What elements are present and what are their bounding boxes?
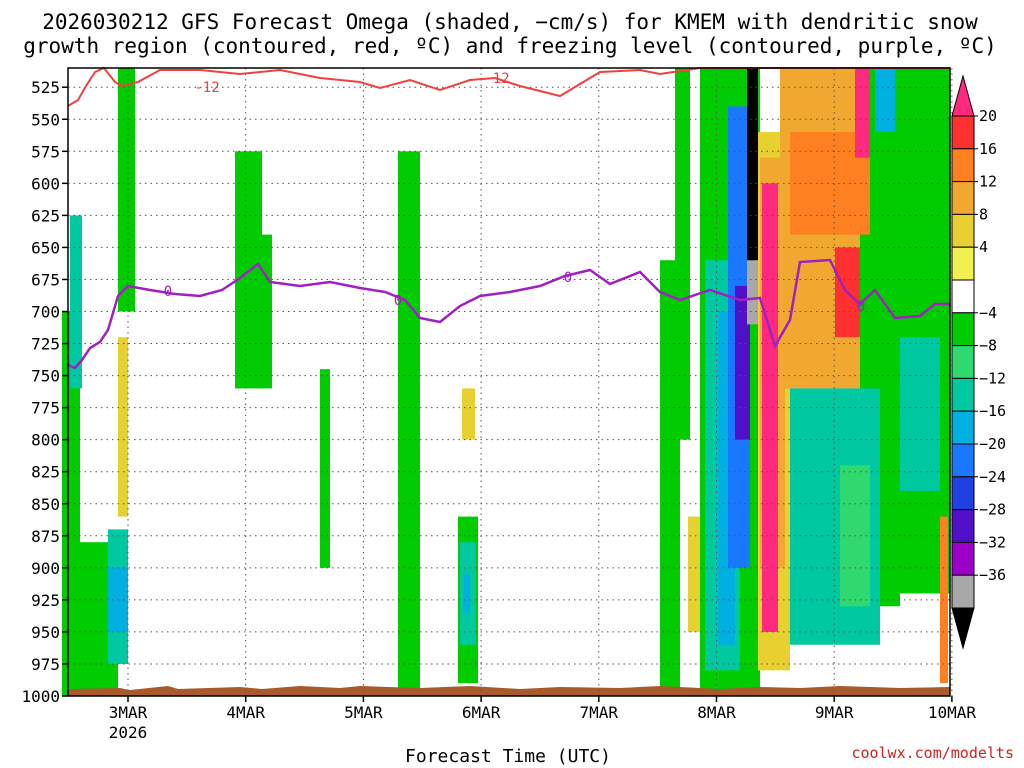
contour-label-minus12-a: -12 <box>194 80 219 96</box>
omega-region-22 <box>735 285 750 440</box>
colorbar-bottom-arrow <box>951 607 975 650</box>
omega-region-27 <box>762 183 778 632</box>
omega-region-13 <box>463 574 470 613</box>
colorbar-label-4: 4 <box>979 238 988 256</box>
x-tick-label-10MAR: 10MAR <box>928 703 977 722</box>
dendritic-growth-contour <box>67 66 950 107</box>
colorbar-label-1: 16 <box>979 140 997 158</box>
colorbar-swatch-9 <box>951 377 975 412</box>
colorbar-label-2: 12 <box>979 173 997 191</box>
colorbar-label-12: −32 <box>979 533 1006 551</box>
x-tick-label-9MAR: 9MAR <box>815 703 854 722</box>
y-tick-label-725: 725 <box>31 335 60 354</box>
y-tick-label-575: 575 <box>31 142 60 161</box>
x-axis-label: Forecast Time (UTC) <box>405 746 611 767</box>
y-tick-label-925: 925 <box>31 591 60 610</box>
y-tick-label-775: 775 <box>31 399 60 418</box>
contour-label-minus12-b: -12 <box>484 71 509 87</box>
colorbar-swatch-5 <box>951 246 975 281</box>
colorbar-swatch-1 <box>951 115 975 150</box>
omega-region-24 <box>747 260 758 325</box>
terrain-ground-band <box>68 686 950 696</box>
x-tick-sublabel-year: 2026 <box>109 723 148 742</box>
colorbar-swatch-2 <box>951 148 975 183</box>
colorbar-swatch-10 <box>951 410 975 445</box>
chart-title-line1: 2026030212 GFS Forecast Omega (shaded, −… <box>42 10 978 34</box>
colorbar-swatch-15 <box>951 574 975 609</box>
colorbar-swatch-11 <box>951 443 975 478</box>
y-tick-label-525: 525 <box>31 78 60 97</box>
y-tick-label-850: 850 <box>31 495 60 514</box>
contour-label-zero-c: 0 <box>564 270 572 286</box>
colorbar-top-arrow <box>951 74 975 117</box>
colorbar-label-9: −20 <box>979 435 1006 453</box>
colorbar-label-13: −36 <box>979 566 1006 584</box>
colorbar-swatch-4 <box>951 213 975 248</box>
credit-text: coolwx.com/modelts <box>851 744 1014 762</box>
x-tick-label-4MAR: 4MAR <box>226 703 265 722</box>
freezing-level-contour <box>67 258 950 370</box>
x-tick-label-3MAR: 3MAR <box>109 703 148 722</box>
omega-region-17 <box>688 516 702 632</box>
omega-region-3 <box>118 68 135 312</box>
colorbar-swatch-3 <box>951 181 975 215</box>
colorbar-swatch-12 <box>951 476 975 511</box>
y-axis: 525 550 575 600 625 650 675 700 725 750 775 800 825 8… <box>21 78 68 706</box>
contour-label-zero-a: 0 <box>164 284 172 300</box>
colorbar-swatch-6 <box>951 279 975 314</box>
colorbar-label-7: −12 <box>979 369 1006 387</box>
omega-region-23 <box>747 68 758 312</box>
colorbar-label-10: −24 <box>979 468 1006 486</box>
y-tick-label-550: 550 <box>31 110 60 129</box>
omega-region-4 <box>118 337 128 517</box>
y-tick-label-800: 800 <box>31 431 60 450</box>
y-tick-label-975: 975 <box>31 655 60 674</box>
colorbar-swatch-14 <box>951 541 975 576</box>
y-tick-label-675: 675 <box>31 270 60 289</box>
plot-frame <box>67 67 951 697</box>
y-tick-label-825: 825 <box>31 463 60 482</box>
chart-title-line2: growth region (contoured, red, ºC) and f… <box>23 34 997 58</box>
colorbar-label-3: 8 <box>979 205 988 223</box>
omega-region-37 <box>900 337 940 491</box>
colorbar-swatch-8 <box>951 345 975 379</box>
colorbar-legend: 20 16 12 8 4 −4 −8 −12 −16 −20 −24 −28 −32 −36 <box>951 74 1006 650</box>
omega-region-16 <box>675 68 690 440</box>
y-tick-label-650: 650 <box>31 238 60 257</box>
y-tick-label-875: 875 <box>31 527 60 546</box>
contour-label-zero-b: 0 <box>394 293 402 309</box>
y-tick-label-950: 950 <box>31 623 60 642</box>
y-tick-label-750: 750 <box>31 367 60 386</box>
omega-shading <box>62 68 950 696</box>
colorbar-label-6: −8 <box>979 337 997 355</box>
colorbar-label-11: −28 <box>979 501 1006 519</box>
omega-region-14 <box>462 388 475 440</box>
plot-area: -12 -12 0 0 0 0 <box>62 66 953 697</box>
y-tick-label-900: 900 <box>31 559 60 578</box>
omega-region-2 <box>70 215 82 389</box>
y-tick-label-625: 625 <box>31 206 60 225</box>
omega-region-38 <box>875 68 895 133</box>
omega-region-10 <box>398 151 420 696</box>
y-tick-label-600: 600 <box>31 174 60 193</box>
omega-region-9 <box>320 369 330 568</box>
contour-label-zero-d: 0 <box>857 299 865 315</box>
y-tick-label-1000: 1000 <box>21 687 60 706</box>
omega-region-8 <box>255 234 272 389</box>
colorbar-label-8: −16 <box>979 402 1006 420</box>
y-tick-label-700: 700 <box>31 303 60 322</box>
colorbar-label-5: −4 <box>979 304 997 322</box>
x-tick-label-8MAR: 8MAR <box>697 703 736 722</box>
colorbar-label-0: 20 <box>979 107 997 125</box>
colorbar-swatch-7 <box>951 312 975 347</box>
x-tick-label-5MAR: 5MAR <box>344 703 383 722</box>
colorbar-swatch-13 <box>951 509 975 543</box>
x-tick-label-7MAR: 7MAR <box>580 703 619 722</box>
x-tick-label-6MAR: 6MAR <box>462 703 501 722</box>
